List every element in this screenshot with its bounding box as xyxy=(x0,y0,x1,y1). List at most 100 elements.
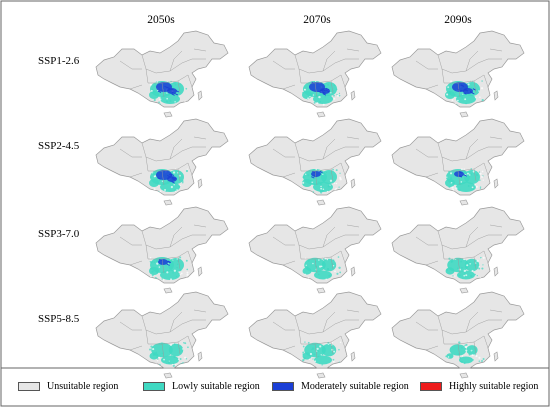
texture-dot xyxy=(322,173,324,176)
texture-dot xyxy=(186,271,189,274)
province-border xyxy=(441,329,458,345)
texture-dot xyxy=(332,259,335,261)
texture-dot xyxy=(306,266,309,269)
province-border xyxy=(177,341,181,355)
texture-dot xyxy=(302,91,304,94)
texture-dot xyxy=(154,175,157,178)
texture-dot xyxy=(479,96,481,98)
texture-dot xyxy=(176,263,179,266)
texture-dot xyxy=(321,189,324,192)
province-border xyxy=(177,80,181,94)
province-border xyxy=(169,50,183,72)
province-border xyxy=(314,343,318,359)
texture-dot xyxy=(476,173,479,177)
province-border xyxy=(314,82,318,98)
texture-dot xyxy=(179,268,182,272)
texture-dot xyxy=(305,173,307,176)
texture-dot xyxy=(476,259,479,263)
texture-dot xyxy=(149,256,152,259)
texture-dot xyxy=(316,268,319,271)
texture-dot xyxy=(327,83,330,86)
texture-dot xyxy=(330,92,332,94)
texture-dot xyxy=(319,100,321,103)
texture-dot xyxy=(467,83,470,86)
texture-dot xyxy=(474,273,477,276)
taiwan-island xyxy=(350,266,356,277)
moderate-streak xyxy=(174,93,179,96)
texture-dot xyxy=(308,358,311,360)
texture-dot xyxy=(307,174,310,177)
lowly-suitable-patch xyxy=(160,94,180,104)
texture-dot xyxy=(175,275,178,278)
moderately-suitable-patch xyxy=(167,88,177,94)
province-border xyxy=(483,162,489,176)
texture-dot xyxy=(448,83,450,86)
texture-dot xyxy=(172,82,175,84)
province-border xyxy=(346,224,360,228)
texture-dot xyxy=(184,342,187,345)
province-border xyxy=(477,146,502,152)
texture-dot xyxy=(152,173,155,176)
texture-dot xyxy=(333,350,336,353)
texture-dot xyxy=(481,267,484,270)
texture-dot xyxy=(330,190,332,192)
texture-dot xyxy=(324,95,327,98)
moderate-streak xyxy=(157,177,161,180)
texture-dot xyxy=(454,91,457,94)
texture-dot xyxy=(481,170,484,173)
texture-dot xyxy=(448,90,451,93)
moderately-suitable-patch xyxy=(311,171,321,177)
texture-dot xyxy=(475,262,477,264)
hainan-island xyxy=(316,287,326,294)
province-border xyxy=(334,58,359,64)
texture-dot xyxy=(311,352,313,354)
texture-dot xyxy=(475,185,478,188)
province-border xyxy=(193,309,207,313)
texture-dot xyxy=(171,354,173,357)
texture-dot xyxy=(158,179,161,182)
texture-dot xyxy=(478,179,481,181)
texture-dot xyxy=(468,353,471,356)
texture-dot xyxy=(313,353,316,356)
texture-dot xyxy=(186,168,188,170)
province-border xyxy=(298,244,315,260)
texture-dot xyxy=(332,360,335,363)
moderate-streak xyxy=(171,176,175,179)
texture-dot xyxy=(149,176,152,179)
texture-dot xyxy=(302,351,305,354)
texture-dot xyxy=(339,178,342,181)
lowly-suitable-patch xyxy=(149,352,159,360)
moderate-streak xyxy=(326,89,330,93)
texture-dot xyxy=(165,190,168,192)
moderate-streak xyxy=(166,86,170,89)
texture-dot xyxy=(463,171,467,174)
texture-dot xyxy=(461,266,463,269)
texture-dot xyxy=(327,268,330,271)
texture-dot xyxy=(338,266,341,269)
texture-dot xyxy=(451,182,453,185)
row-header-ssp3-7.0: SSP3-7.0 xyxy=(38,228,80,240)
texture-dot xyxy=(185,358,188,360)
province-border xyxy=(298,329,315,345)
texture-dot xyxy=(317,273,320,276)
province-border xyxy=(282,172,296,178)
texture-dot xyxy=(312,358,314,360)
texture-dot xyxy=(181,191,183,193)
province-border xyxy=(282,345,296,351)
legend-swatch-moderately xyxy=(272,381,294,391)
lowly-suitable-patch xyxy=(464,258,480,272)
texture-dot xyxy=(158,101,160,104)
texture-dot xyxy=(311,347,315,350)
province-border xyxy=(457,82,461,98)
texture-dot xyxy=(154,276,157,279)
lowly-suitable-patch xyxy=(149,91,159,99)
texture-dot xyxy=(322,188,325,190)
province-border xyxy=(161,258,165,274)
province-border xyxy=(330,80,334,94)
texture-dot xyxy=(481,99,484,102)
map-SSP3-7.0-2050s xyxy=(95,206,229,294)
texture-dot xyxy=(180,272,183,275)
texture-dot xyxy=(165,264,167,267)
province-border xyxy=(298,68,315,84)
